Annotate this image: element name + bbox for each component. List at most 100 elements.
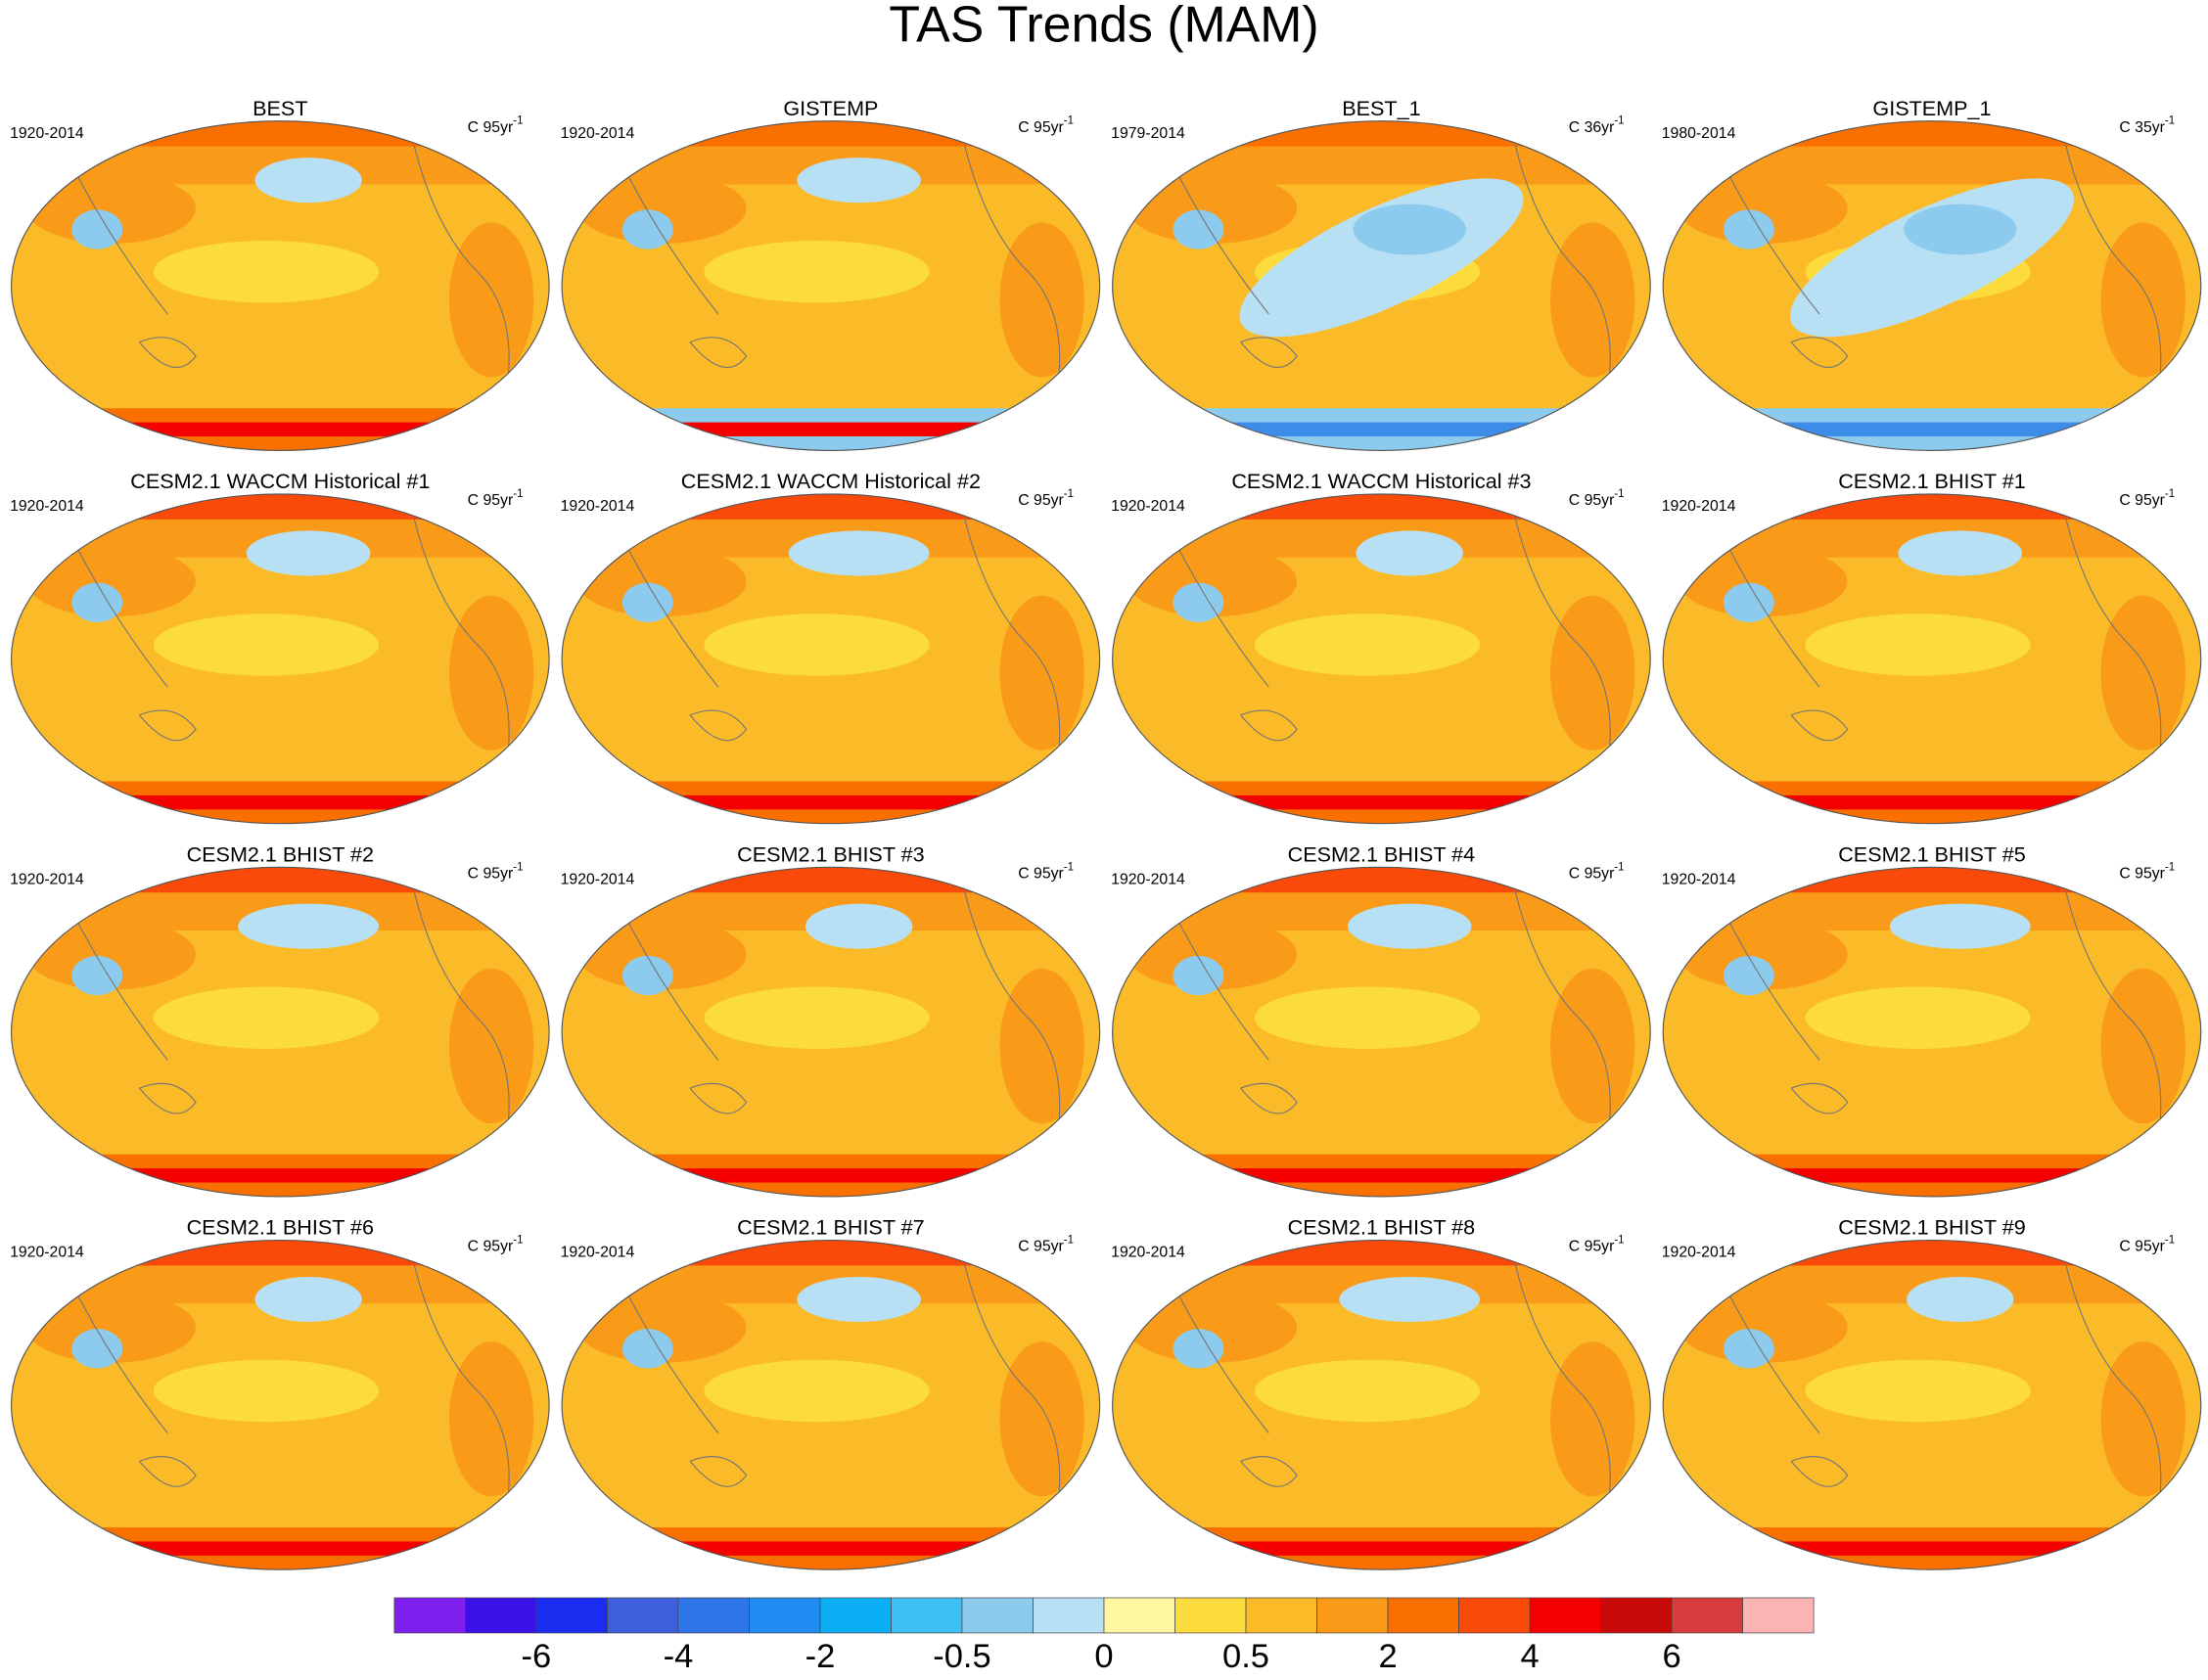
antarctic-band <box>1663 795 2201 810</box>
cool-region <box>238 903 380 949</box>
land-warm <box>1550 222 1635 378</box>
units-text: C 35yr <box>2119 119 2165 136</box>
land-warm <box>2100 1341 2185 1497</box>
map <box>1112 1240 1651 1570</box>
land-warm <box>1127 1292 1298 1363</box>
coastline <box>619 1278 748 1487</box>
panel-period: 1920-2014 <box>1111 871 1185 887</box>
panel-units: C 95yr-1 <box>1569 861 1625 882</box>
panel-units: C 95yr-1 <box>1018 115 1074 136</box>
colorbar-swatch <box>1529 1597 1601 1634</box>
panel-period: 1920-2014 <box>1662 1245 1736 1261</box>
panel-title: CESM2.1 WACCM Historical #2 <box>681 469 981 493</box>
land-warm <box>1127 546 1298 617</box>
cool-region <box>71 209 123 250</box>
map-border <box>1662 120 2202 451</box>
cool-region <box>621 1329 673 1369</box>
units-superscript: -1 <box>2165 488 2175 500</box>
coastline <box>619 531 748 742</box>
colorbar-swatch <box>1600 1597 1673 1634</box>
map-border <box>561 493 1101 825</box>
land-warm <box>448 222 534 378</box>
coastline <box>1720 159 1849 369</box>
antarctic-band <box>562 795 1100 810</box>
cool-region <box>71 955 123 996</box>
units-superscript: -1 <box>513 1235 523 1247</box>
map <box>11 494 550 824</box>
units-superscript: -1 <box>1064 861 1074 873</box>
map-border <box>10 120 550 451</box>
units-superscript: -1 <box>2165 115 2175 127</box>
map-border <box>1662 493 2202 825</box>
cool-region <box>254 158 362 204</box>
panel-period: 1920-2014 <box>10 498 84 515</box>
coastline <box>1514 890 1611 1145</box>
antarctic-band <box>1112 795 1651 810</box>
coastline <box>2065 1263 2162 1519</box>
cool-region <box>1173 209 1224 250</box>
colorbar-swatch <box>1174 1597 1247 1634</box>
cool-region <box>1353 204 1466 255</box>
panel-title: CESM2.1 WACCM Historical #1 <box>130 469 430 493</box>
colorbar-label: 2 <box>1378 1638 1397 1675</box>
ocean-pale <box>153 986 380 1049</box>
map <box>1112 867 1651 1197</box>
colorbar-swatch <box>1458 1597 1531 1634</box>
coastline <box>619 904 748 1114</box>
land-warm <box>26 546 197 617</box>
coastline <box>1514 518 1611 772</box>
land-warm <box>999 595 1084 750</box>
panel-title: CESM2.1 BHIST #3 <box>737 841 925 866</box>
panel-title: CESM2.1 BHIST #6 <box>187 1215 375 1240</box>
map-border <box>561 1239 1101 1570</box>
land-warm <box>999 1341 1084 1497</box>
map-border <box>10 493 550 825</box>
coastline <box>1170 1278 1298 1487</box>
panel-period: 1980-2014 <box>1662 125 1736 142</box>
map <box>1663 494 2201 824</box>
map <box>1663 1240 2201 1570</box>
colorbar-swatch <box>961 1597 1034 1634</box>
panel-units: C 35yr-1 <box>2119 115 2175 136</box>
panel-units: C 95yr-1 <box>1569 488 1625 509</box>
panel-period: 1920-2014 <box>561 871 635 887</box>
cool-region <box>71 1329 123 1369</box>
units-superscript: -1 <box>1064 115 1074 127</box>
coastline <box>1170 904 1298 1114</box>
panel-units: C 95yr-1 <box>1018 861 1074 882</box>
map-border <box>1662 1239 2202 1570</box>
colorbar-label: 4 <box>1520 1638 1539 1675</box>
map <box>11 1240 550 1570</box>
colorbar-label: -2 <box>805 1638 836 1675</box>
cool-region <box>1889 903 2031 949</box>
colorbar-label: 0.5 <box>1222 1638 1269 1675</box>
units-superscript: -1 <box>1614 1235 1624 1247</box>
antarctic-band <box>1112 1541 1651 1556</box>
coastline <box>1514 1263 1611 1519</box>
ocean-pale <box>153 1359 380 1423</box>
land-warm <box>448 1341 534 1497</box>
ocean-pale <box>704 241 930 303</box>
land-warm <box>448 595 534 750</box>
panel-units: C 36yr-1 <box>1569 115 1625 136</box>
land-warm <box>576 919 747 990</box>
coastline <box>1720 904 1849 1114</box>
cool-region <box>246 530 371 576</box>
units-text: C 95yr <box>1569 1239 1615 1255</box>
antarctic-band <box>11 1541 550 1556</box>
colorbar-swatch <box>1387 1597 1459 1634</box>
units-superscript: -1 <box>1614 861 1624 873</box>
panel-title: CESM2.1 BHIST #9 <box>1838 1215 2025 1240</box>
panel-units: C 95yr-1 <box>1018 1235 1074 1255</box>
land-warm <box>2100 968 2185 1124</box>
ocean-pale <box>1254 986 1481 1049</box>
land-warm <box>576 172 747 244</box>
cool-region <box>1724 1329 1774 1369</box>
ocean-pale <box>1254 613 1481 676</box>
land-warm <box>1127 172 1298 244</box>
panel-units: C 95yr-1 <box>1569 1235 1625 1255</box>
map-border <box>1662 866 2202 1198</box>
ocean-pale <box>1805 613 2031 676</box>
panel-title: BEST_1 <box>1342 96 1420 120</box>
cool-region <box>71 582 123 622</box>
